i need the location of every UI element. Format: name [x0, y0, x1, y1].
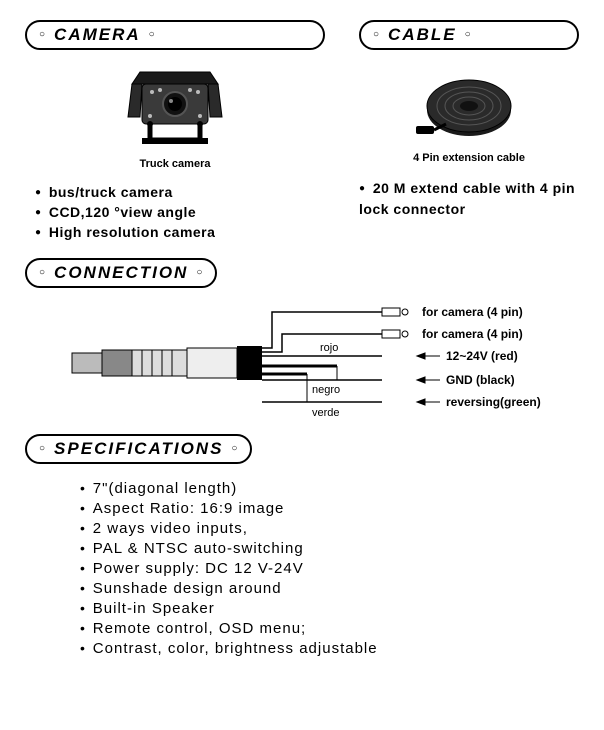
connection-heading-pill: CONNECTION	[25, 258, 217, 288]
connection-heading: CONNECTION	[54, 263, 188, 283]
cable-features-list: 20 M extend cable with 4 pin lock connec…	[359, 178, 579, 224]
connection-diagram: rojo negro verde for camera (4 pin) for …	[25, 298, 579, 428]
specifications-section: SPECIFICATIONS 7"(diagonal length) Aspec…	[25, 434, 579, 657]
camera-column: CAMERA	[25, 20, 325, 244]
camera-feature: bus/truck camera	[35, 184, 325, 200]
cable-coil-icon	[414, 68, 524, 146]
spec-item: Aspect Ratio: 16:9 image	[80, 500, 579, 517]
spec-item: Built-in Speaker	[80, 600, 579, 617]
cable-feature: 20 M extend cable with 4 pin lock connec…	[359, 178, 579, 220]
connection-output-rev: reversing(green)	[446, 395, 541, 409]
specifications-list: 7"(diagonal length) Aspect Ratio: 16:9 i…	[25, 480, 579, 657]
truck-camera-icon	[120, 62, 230, 152]
spec-item: Contrast, color, brightness adjustable	[80, 640, 579, 657]
wire-label-rojo: rojo	[320, 342, 338, 354]
spec-item: Remote control, OSD menu;	[80, 620, 579, 637]
connection-output-cam2: for camera (4 pin)	[422, 327, 523, 341]
cable-heading: CABLE	[388, 25, 457, 45]
cable-image-block: 4 Pin extension cable	[359, 68, 579, 164]
cable-heading-pill: CABLE	[359, 20, 579, 50]
spec-item: PAL & NTSC auto-switching	[80, 540, 579, 557]
specifications-heading-pill: SPECIFICATIONS	[25, 434, 252, 464]
spec-item: 2 ways video inputs,	[80, 520, 579, 537]
wire-label-verde: verde	[312, 407, 340, 419]
spec-item: Power supply: DC 12 V-24V	[80, 560, 579, 577]
wire-label-negro: negro	[312, 384, 340, 396]
camera-image-block: Truck camera	[25, 62, 325, 170]
camera-caption: Truck camera	[140, 158, 211, 170]
wiring-diagram-icon: rojo negro verde for camera (4 pin) for …	[42, 298, 562, 428]
camera-features-list: bus/truck camera CCD,120 °view angle Hig…	[25, 184, 325, 244]
camera-heading-pill: CAMERA	[25, 20, 325, 50]
connection-output-power: 12~24V (red)	[446, 349, 518, 363]
connection-output-cam1: for camera (4 pin)	[422, 305, 523, 319]
camera-heading: CAMERA	[54, 25, 141, 45]
camera-feature: CCD,120 °view angle	[35, 204, 325, 220]
cable-caption: 4 Pin extension cable	[413, 152, 525, 164]
connection-section: CONNECTION	[25, 258, 579, 428]
connection-output-gnd: GND (black)	[446, 373, 515, 387]
top-row: CAMERA	[25, 20, 579, 244]
cable-column: CABLE 4 Pin extension cable 20 M extend …	[359, 20, 579, 224]
camera-feature: High resolution camera	[35, 224, 325, 240]
spec-item: Sunshade design around	[80, 580, 579, 597]
spec-item: 7"(diagonal length)	[80, 480, 579, 497]
specifications-heading: SPECIFICATIONS	[54, 439, 223, 459]
